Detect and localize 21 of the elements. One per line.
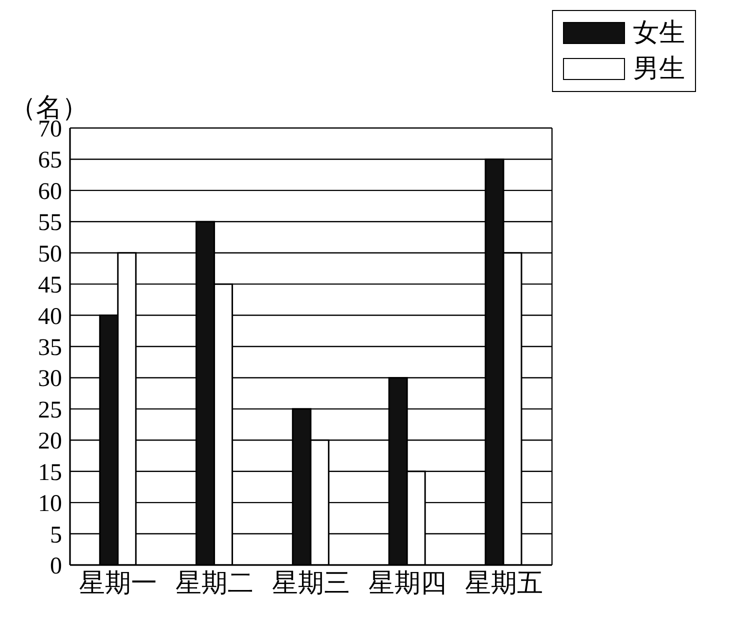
y-tick-label: 40 — [38, 304, 62, 330]
y-tick-label: 0 — [50, 554, 62, 580]
y-tick-label: 15 — [38, 460, 62, 486]
x-tick-label: 星期一 — [79, 568, 158, 598]
x-tick-label: 星期二 — [176, 568, 254, 598]
y-tick-label: 65 — [38, 148, 62, 174]
y-tick-label: 25 — [38, 397, 62, 424]
y-tick-label: 35 — [38, 335, 62, 362]
y-tick-label: 50 — [38, 241, 62, 268]
legend-label: 女生 — [633, 17, 685, 49]
y-tick-label: 30 — [38, 366, 62, 392]
y-tick-label: 55 — [38, 210, 62, 236]
y-tick-label: 45 — [38, 272, 62, 299]
y-tick-label: 60 — [38, 178, 62, 205]
x-tick-label: 星期四 — [368, 568, 446, 598]
y-tick-label: 5 — [50, 522, 62, 548]
x-tick-label: 星期三 — [272, 568, 350, 598]
legend-label: 男生 — [633, 53, 685, 85]
y-tick-label: 10 — [38, 491, 62, 518]
y-tick-label: 20 — [38, 428, 62, 455]
x-tick-label: 星期五 — [464, 568, 543, 598]
